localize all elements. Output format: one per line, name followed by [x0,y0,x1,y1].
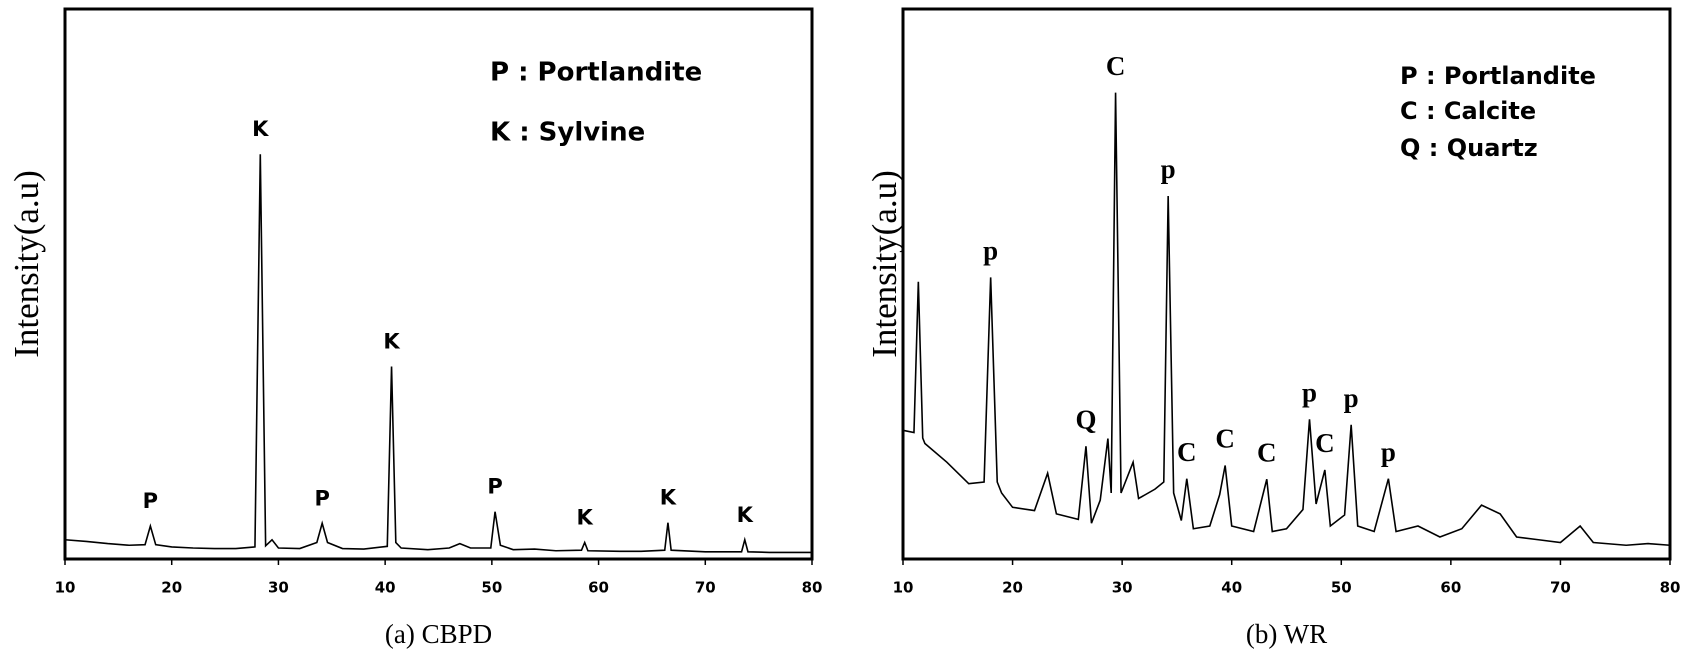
x-tick-label: 30 [1112,579,1133,597]
peak-label: C [1215,424,1235,454]
x-tick-label: 50 [1331,579,1352,597]
peak-label: K [660,486,677,510]
chart: 10 20 30 40 50 60 70 80 P K P K P K K K P : Portlandite K… [7,7,823,649]
peak-label: P [487,475,502,499]
x-tick-label: 50 [481,579,502,597]
plot-frame [901,7,1672,561]
peak-label: C [1177,437,1197,467]
y-axis-label: Intensity(a.u) [7,170,46,358]
peak-label: P [314,486,329,510]
peak-label: p [1381,437,1396,467]
peak-label: Q [1075,404,1096,434]
x-tick-label: 70 [1550,579,1571,597]
peak-label: P [143,489,158,513]
peak-label: K [252,117,269,141]
peak-label: p [983,236,998,266]
x-tick-label: 20 [1002,579,1023,597]
x-tick-label: 30 [268,579,289,597]
peak-label: C [1106,51,1126,81]
legend-entry: K : Sylvine [490,118,645,148]
peak-label: C [1315,428,1335,458]
y-axis-label: Intensity(a.u) [865,170,904,358]
peak-label: p [1161,154,1176,184]
legend-entry: P : Portlandite [1400,62,1596,90]
x-tick-label: 20 [161,579,182,597]
plot-frame [63,7,814,561]
caption: (a) CBPD [385,619,492,649]
x-tick-label: 80 [802,579,823,597]
x-tick-label: 40 [375,579,396,597]
peak-label: p [1344,383,1359,413]
x-tick-label: 10 [893,579,914,597]
x-tick-label: 40 [1221,579,1242,597]
peak-label: K [737,503,754,527]
x-tick-label: 60 [1440,579,1461,597]
legend-entry: P : Portlandite [490,58,702,88]
peak-label: K [577,506,594,530]
x-tick-label: 80 [1660,579,1681,597]
peak-label: C [1257,437,1277,467]
legend-entry: Q : Quartz [1400,134,1538,162]
x-tick-label: 70 [695,579,716,597]
xrd-line [64,154,812,554]
peak-label: p [1302,378,1317,408]
caption: (b) WR [1246,619,1327,649]
peak-label: K [383,330,400,354]
legend-entry: C : Calcite [1400,97,1536,125]
xrd-line [902,92,1671,547]
x-tick-label: 60 [588,579,609,597]
x-tick-label: 10 [55,579,76,597]
